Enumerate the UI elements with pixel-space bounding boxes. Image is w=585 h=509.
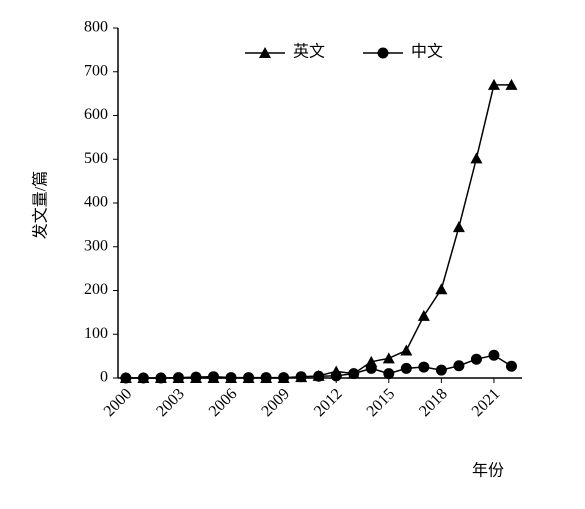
legend-marker — [259, 47, 271, 58]
data-point — [348, 368, 360, 380]
y-tick-label: 800 — [84, 19, 108, 36]
data-point — [383, 368, 395, 380]
data-point — [487, 78, 500, 90]
data-point — [365, 362, 377, 374]
data-point — [452, 221, 465, 233]
data-point — [243, 372, 255, 384]
data-point — [295, 371, 307, 383]
data-point — [400, 362, 412, 374]
x-axis-label: 年份 — [472, 462, 504, 480]
x-tick-label: 2012 — [311, 385, 346, 420]
data-point — [225, 372, 237, 384]
data-point — [208, 371, 220, 383]
data-point — [137, 372, 149, 384]
data-point — [453, 360, 465, 372]
data-point — [172, 372, 184, 384]
y-tick-label: 100 — [84, 325, 108, 342]
data-point — [505, 360, 517, 372]
x-tick-label: 2015 — [364, 385, 399, 420]
y-tick-label: 600 — [84, 106, 108, 123]
data-point — [417, 309, 430, 321]
data-point — [278, 372, 290, 384]
data-point — [400, 344, 413, 356]
data-point — [470, 152, 483, 164]
x-tick-label: 2000 — [101, 385, 136, 420]
data-point — [155, 372, 167, 384]
data-point — [260, 372, 272, 384]
data-point — [190, 371, 202, 383]
y-tick-label: 400 — [84, 194, 108, 211]
data-point — [330, 370, 342, 382]
y-tick-label: 500 — [84, 150, 108, 167]
y-tick-label: 700 — [84, 62, 108, 79]
data-point — [120, 372, 132, 384]
y-axis-label: 发文量/篇 — [32, 171, 50, 239]
y-tick-label: 0 — [100, 369, 108, 386]
data-point — [488, 349, 500, 361]
x-tick-label: 2006 — [206, 385, 241, 420]
x-tick-label: 2009 — [258, 385, 293, 420]
data-point — [470, 353, 482, 365]
x-tick-label: 2021 — [469, 385, 504, 420]
x-tick-label: 2003 — [153, 385, 188, 420]
data-point — [435, 364, 447, 376]
y-tick-label: 300 — [84, 237, 108, 254]
data-point — [435, 283, 448, 295]
legend-label: 英文 — [293, 43, 325, 61]
data-point — [313, 370, 325, 382]
data-point — [418, 361, 430, 373]
x-tick-label: 2018 — [416, 385, 451, 420]
legend-label: 中文 — [411, 43, 443, 61]
data-point — [505, 78, 518, 90]
legend-marker — [377, 47, 389, 59]
y-tick-label: 200 — [84, 281, 108, 298]
data-point — [382, 352, 395, 364]
